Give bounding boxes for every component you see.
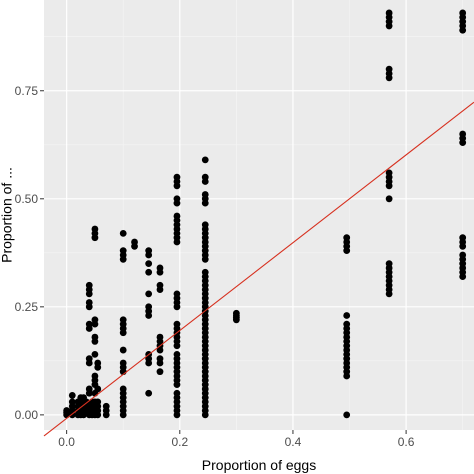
- y-tick-label: 0.50: [15, 192, 39, 206]
- data-point: [459, 234, 467, 242]
- data-point: [173, 290, 181, 298]
- data-point: [385, 195, 393, 203]
- data-point: [385, 9, 393, 17]
- data-point: [343, 234, 351, 242]
- data-point: [91, 350, 99, 358]
- data-point: [173, 212, 181, 220]
- data-point: [385, 260, 393, 268]
- data-point: [94, 398, 102, 406]
- data-point: [145, 268, 153, 276]
- data-point: [68, 398, 76, 406]
- data-point: [173, 350, 181, 358]
- y-axis-title: Proportion of ...: [0, 167, 15, 263]
- data-point: [459, 9, 467, 17]
- x-axis: 0.0 0.2 0.4 0.6: [58, 430, 415, 449]
- data-point: [385, 169, 393, 177]
- data-point: [85, 299, 93, 306]
- y-axis: 0.00 0.25 0.50 0.75: [15, 84, 44, 422]
- data-point: [173, 389, 181, 397]
- data-point: [119, 346, 127, 354]
- data-point: [201, 156, 209, 164]
- data-point: [156, 333, 164, 341]
- data-point: [119, 385, 127, 393]
- data-point: [343, 411, 351, 419]
- data-points: [63, 9, 467, 419]
- data-point: [91, 316, 99, 324]
- data-point: [145, 247, 153, 255]
- data-point: [343, 320, 351, 328]
- data-point: [459, 130, 467, 138]
- data-point: [145, 303, 153, 311]
- data-point: [68, 392, 76, 399]
- data-point: [119, 247, 127, 255]
- data-point: [94, 385, 102, 393]
- data-point: [156, 264, 164, 272]
- x-tick-label: 0.4: [285, 435, 302, 449]
- data-point: [119, 316, 127, 324]
- data-point: [85, 320, 93, 328]
- data-point: [131, 238, 138, 246]
- fit-line: [43, 101, 474, 437]
- minor-gridlines: [44, 0, 474, 430]
- data-point: [343, 312, 351, 319]
- x-tick-label: 0.2: [171, 435, 188, 449]
- data-point: [201, 191, 209, 198]
- data-point: [156, 355, 164, 363]
- data-point: [201, 173, 209, 181]
- x-axis-title: Proportion of eggs: [202, 457, 316, 473]
- data-point: [102, 402, 110, 410]
- data-point: [156, 368, 164, 376]
- data-point: [85, 385, 93, 393]
- y-tick-label: 0.00: [15, 408, 39, 422]
- data-point: [91, 372, 99, 380]
- y-tick-label: 0.25: [15, 300, 39, 314]
- data-point: [85, 281, 93, 289]
- data-point: [232, 309, 240, 317]
- data-point: [173, 173, 181, 181]
- data-point: [173, 320, 181, 328]
- data-point: [119, 359, 127, 367]
- data-point: [145, 260, 153, 268]
- data-point: [156, 281, 164, 289]
- x-tick-label: 0.6: [398, 435, 415, 449]
- data-point: [94, 359, 102, 367]
- data-point: [201, 221, 209, 229]
- y-tick-label: 0.75: [15, 84, 39, 98]
- data-point: [119, 229, 127, 237]
- data-point: [145, 389, 153, 397]
- data-point: [459, 251, 467, 259]
- data-point: [85, 355, 93, 363]
- data-point: [145, 290, 153, 298]
- data-point: [91, 225, 99, 233]
- x-tick-label: 0.0: [58, 435, 75, 449]
- data-point: [91, 333, 99, 341]
- plot-panel: [44, 0, 474, 430]
- data-point: [385, 65, 393, 73]
- data-point: [201, 268, 209, 276]
- data-point: [173, 195, 181, 203]
